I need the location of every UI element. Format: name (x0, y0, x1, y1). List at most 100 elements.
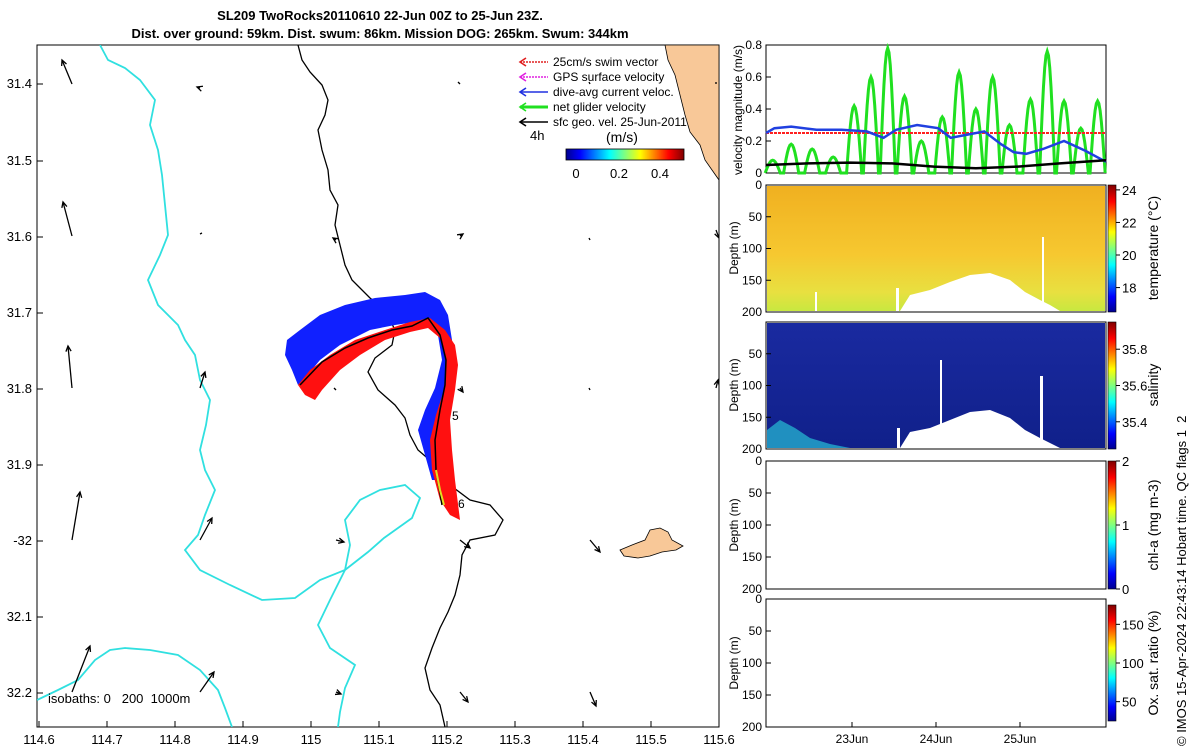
depth-tick-label: 200 (742, 442, 762, 456)
colorbar-tick-label: 2 (1122, 454, 1129, 469)
map-y-tick-label: 31.7 (7, 305, 32, 320)
depth-tick-label: 50 (749, 486, 763, 500)
geo-arrow-head (208, 670, 215, 679)
map-x-tick-label: 115.3 (499, 732, 531, 747)
geo-arrow-head (61, 200, 68, 209)
geo-arrow-head (457, 385, 464, 394)
velocity-y-tick-label: 0 (755, 166, 762, 180)
chart-title-line2: Dist. over ground: 59km. Dist. swum: 86k… (131, 26, 629, 41)
velocity-y-tick-label: 0.8 (745, 38, 762, 52)
land-mainland (664, 45, 719, 181)
legend-label: 25cm/s swim vector (553, 55, 658, 69)
map-y-tick-label: 31.9 (7, 457, 32, 472)
depth-tick-label: 50 (749, 347, 763, 361)
coastline (297, 45, 504, 727)
date-tick-label: 24Jun (920, 732, 953, 746)
geo-arrow (459, 539, 471, 549)
map-x-tick-label: 114.8 (159, 732, 191, 747)
scale-label: 4h (530, 128, 544, 143)
series-dive-avg-current (765, 123, 1107, 163)
legend-arrowhead (518, 72, 527, 82)
glider-track: 5 6 (285, 292, 465, 520)
depth-tick-label: 200 (742, 720, 762, 734)
salinity-panel: 50 100 150 200 35.4 35.6 35.8 Depth (m) salini… (727, 321, 1161, 456)
geo-arrow (459, 691, 469, 703)
geo-arrow-head (334, 689, 343, 696)
salinity-colorbar (1107, 321, 1117, 450)
map-colorbar (565, 148, 685, 161)
legend-arrowhead (518, 87, 527, 97)
map-x-tick-label: 115.2 (431, 732, 463, 747)
geo-arrow (199, 232, 203, 235)
map-x-tick-label: 115.4 (567, 732, 599, 747)
geo-velocity-arrows (61, 58, 719, 708)
date-tick-label: 25Jun (1004, 732, 1037, 746)
velocity-y-tick-label: 0.4 (745, 102, 762, 116)
isobaths-label: isobaths: 0 200 1000m (48, 691, 190, 706)
temperature-ylabel: Depth (m) (727, 221, 741, 274)
colorbar-tick-label: 0 (1122, 582, 1129, 597)
depth-tick-label: 200 (742, 305, 762, 319)
colorbar-tick-label: 35.4 (1122, 415, 1147, 430)
depth-tick-label: 150 (742, 273, 762, 287)
series-net-glider-velocity (763, 42, 1107, 175)
geo-arrow (589, 539, 601, 553)
geo-arrow-head (456, 233, 465, 240)
depth-tick-label: 150 (742, 410, 762, 424)
depth-tick-label: 150 (742, 550, 762, 564)
depth-tick-label: 150 (742, 688, 762, 702)
colorbar-tick-label: 100 (1122, 656, 1144, 671)
geo-arrow (62, 201, 73, 237)
map-y-tick-label: -32 (13, 533, 32, 548)
map-x-tick-label: 115.1 (363, 732, 395, 747)
date-tick-label: 23Jun (836, 732, 869, 746)
geo-arrow (199, 671, 215, 693)
salinity-gap-3 (897, 428, 900, 448)
legend-arrowhead (518, 102, 527, 112)
geo-arrow-head (206, 516, 213, 525)
colorbar-tick-label: 150 (1122, 617, 1144, 632)
salinity-ylabel: Depth (m) (727, 358, 741, 411)
colorbar-tick-label: 35.8 (1122, 342, 1147, 357)
colorbar-tick-2: 0.4 (651, 166, 669, 181)
chart-title-line1: SL209 TwoRocks20110610 22-Jun 00Z to 25-… (217, 8, 543, 23)
depth-tick-label: 50 (749, 624, 763, 638)
geo-arrow-head (591, 699, 597, 708)
geo-arrow (199, 517, 213, 541)
depth-tick-label: 100 (742, 242, 762, 256)
track-marker-5: 5 (452, 409, 459, 423)
legend-label: GPS surface velocity (553, 70, 664, 84)
velocity-panel: 0 0.2 0.4 0.6 0.8 velocity magnitude (m/s) (731, 38, 1107, 180)
geo-arrow (588, 387, 591, 391)
oxygen-panel: 0 50 100 150 200 50 100 150 Depth (m) Ox. sat. … (727, 592, 1161, 734)
imos-side-note: © IMOS 15-Apr-2024 22:43:14 Hobart time.… (1174, 416, 1189, 746)
map-y-tick-label: 32.1 (7, 609, 32, 624)
track-swim-red (298, 318, 460, 520)
map-x-tick-label: 114.7 (91, 732, 123, 747)
map-panel: 5 6 114.6 114.7 114.8 114.9 115 115.1 115.2 115… (7, 44, 735, 747)
geo-arrow-head (76, 490, 83, 498)
geo-arrow-head (331, 237, 340, 244)
colorbar-tick-0: 0 (572, 166, 579, 181)
geo-arrow-head (65, 344, 72, 352)
map-x-tick-label: 115.6 (703, 732, 735, 747)
map-x-tick-label: 115.5 (635, 732, 667, 747)
temperature-gap-2 (1042, 237, 1044, 311)
date-tick-labels: 23Jun 24Jun 25Jun (836, 722, 1037, 746)
velocity-y-tick-label: 0.2 (745, 134, 762, 148)
map-x-tick-labels: 114.6 114.7 114.8 114.9 115 115.1 115.2 115.3 11… (23, 721, 735, 747)
chla-panel: 0 50 100 150 200 0 1 2 Depth (m) chl-a (mg m-3) (727, 454, 1161, 597)
isobath-200m (99, 45, 422, 727)
map-y-tick-label: 32.2 (7, 685, 32, 700)
legend-label: net glider velocity (553, 100, 646, 114)
colorbar-tick-label: 22 (1122, 215, 1136, 230)
colorbar-tick-label: 18 (1122, 281, 1136, 296)
geo-arrow (457, 81, 461, 85)
oxygen-cbar-label: Ox. sat. ratio (%) (1145, 610, 1161, 715)
geo-arrow (588, 81, 591, 85)
colorbar-tick-label: 24 (1122, 183, 1136, 198)
geo-arrow (589, 691, 597, 707)
chla-ylabel: Depth (m) (727, 498, 741, 551)
track-marker-6: 6 (458, 497, 465, 511)
